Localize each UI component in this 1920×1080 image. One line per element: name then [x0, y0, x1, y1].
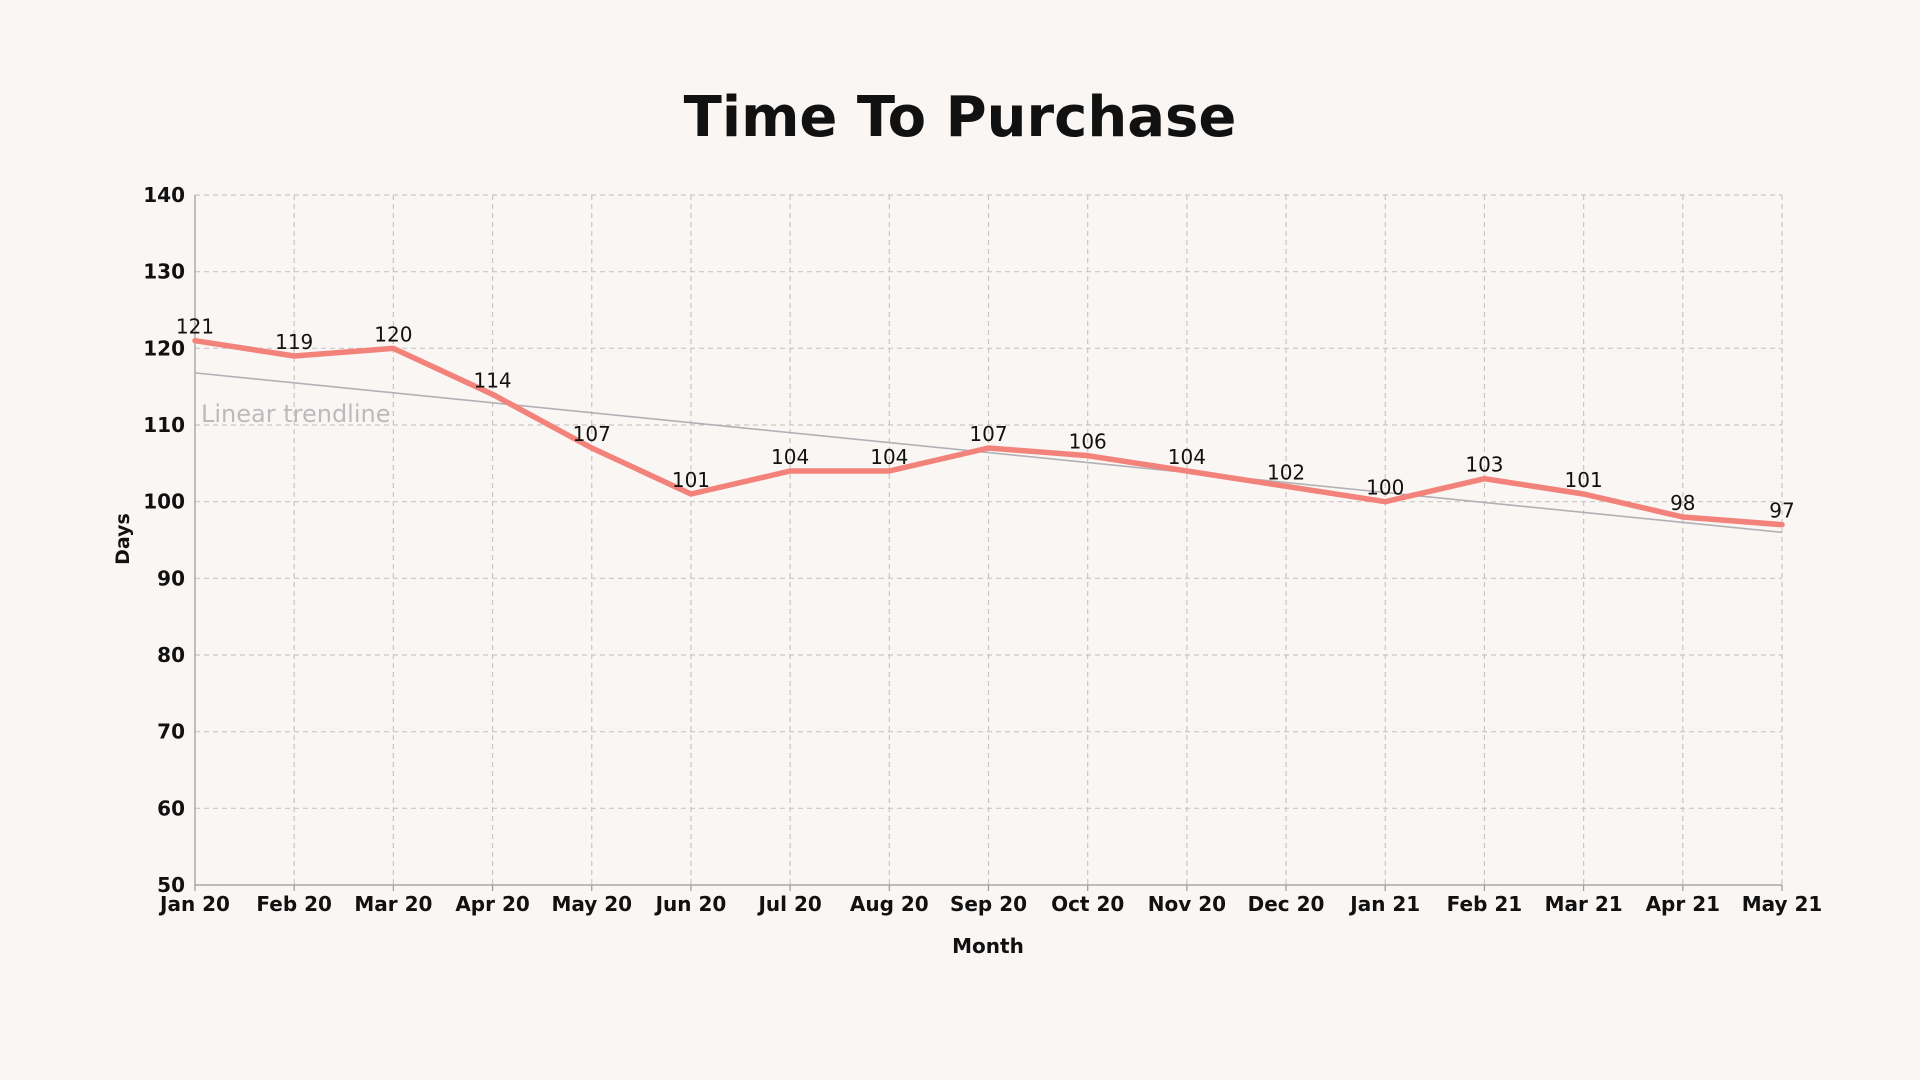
data-point — [1481, 476, 1487, 482]
data-label: 101 — [1565, 468, 1603, 492]
y-tick-label: 130 — [143, 260, 185, 284]
data-label: 101 — [672, 468, 710, 492]
x-tick-label: Mar 20 — [354, 892, 432, 916]
data-label: 106 — [1069, 430, 1107, 454]
data-point — [886, 468, 892, 474]
y-tick-label: 90 — [157, 566, 185, 590]
x-tick-label: May 21 — [1742, 892, 1823, 916]
data-point — [291, 353, 297, 359]
x-tick-label: Jun 20 — [654, 892, 727, 916]
data-label: 119 — [275, 330, 313, 354]
trendline — [194, 372, 1783, 534]
data-point — [1581, 491, 1587, 497]
x-tick-label: Aug 20 — [850, 892, 929, 916]
x-tick-label: May 20 — [551, 892, 632, 916]
x-tick-label: Apr 20 — [455, 892, 529, 916]
data-point — [1184, 468, 1190, 474]
trendline-layer: Linear trendline — [194, 372, 1783, 534]
trendline-label: Linear trendline — [201, 400, 391, 428]
data-label: 104 — [771, 445, 809, 469]
y-tick-label: 100 — [143, 490, 185, 514]
axis-layer: 50 60 70 80 90 100 110 120 130 140 Jan 20 Feb 20 Mar… — [143, 183, 1822, 916]
data-point — [390, 345, 396, 351]
data-label: 102 — [1267, 460, 1305, 484]
grid-layer — [195, 194, 1783, 885]
data-point — [1680, 514, 1686, 520]
x-axis-title: Month — [952, 934, 1024, 958]
data-point — [490, 391, 496, 397]
x-tick-label: Jan 21 — [1348, 892, 1420, 916]
y-tick-label: 140 — [143, 183, 185, 207]
x-tick-label: Feb 21 — [1447, 892, 1523, 916]
y-tick-label: 60 — [157, 796, 185, 820]
y-axis-title: Days — [112, 513, 134, 565]
data-label: 121 — [176, 315, 214, 339]
data-point — [1283, 483, 1289, 489]
data-label: 103 — [1465, 453, 1503, 477]
y-tick-label: 50 — [157, 873, 185, 897]
x-tick-label: Sep 20 — [950, 892, 1027, 916]
y-tick-label: 120 — [143, 336, 185, 360]
x-tick-label: Nov 20 — [1148, 892, 1226, 916]
data-label: 107 — [969, 422, 1007, 446]
data-point — [589, 445, 595, 451]
x-tick-label: Jan 20 — [158, 892, 230, 916]
data-label: 114 — [473, 368, 511, 392]
data-label-layer: 121 119 120 114 107 101 104 104 107 106 104 102 100 1… — [176, 315, 1795, 523]
data-point — [688, 491, 694, 497]
x-tick-label: Dec 20 — [1248, 892, 1325, 916]
chart-title: Time To Purchase — [684, 85, 1237, 150]
data-label: 98 — [1670, 491, 1695, 515]
data-point — [787, 468, 793, 474]
data-label: 107 — [573, 422, 611, 446]
x-tick-label: Mar 21 — [1545, 892, 1623, 916]
x-tick-label: Jul 20 — [756, 892, 821, 916]
data-label: 120 — [374, 322, 412, 346]
data-label: 104 — [1168, 445, 1206, 469]
data-label: 104 — [870, 445, 908, 469]
data-point — [1085, 453, 1091, 459]
data-point — [986, 445, 991, 451]
data-point — [1382, 499, 1388, 505]
x-tick-label: Apr 21 — [1646, 892, 1720, 916]
data-point — [1779, 522, 1785, 528]
y-tick-label: 80 — [157, 643, 185, 667]
series-layer — [192, 337, 1785, 528]
data-label: 100 — [1366, 476, 1404, 500]
y-tick-label: 110 — [143, 413, 185, 437]
x-tick-label: Oct 20 — [1051, 892, 1124, 916]
data-label: 97 — [1769, 499, 1794, 523]
data-point — [192, 338, 198, 344]
y-tick-label: 70 — [157, 720, 185, 744]
x-tick-label: Feb 20 — [256, 892, 332, 916]
